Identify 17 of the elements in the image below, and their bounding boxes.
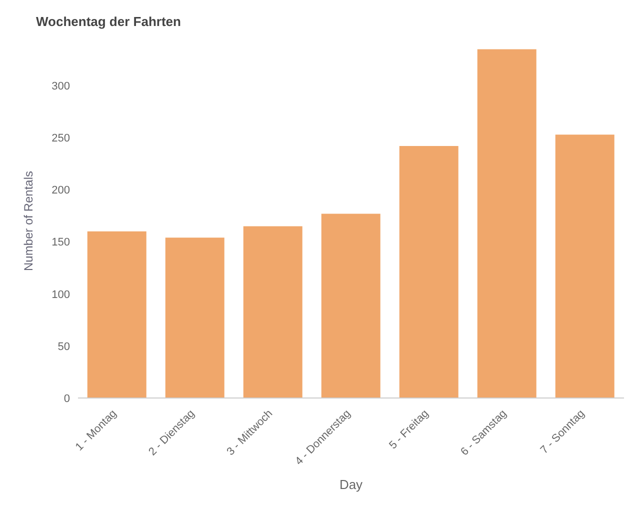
bar — [555, 134, 614, 398]
chart-title: Wochentag der Fahrten — [36, 14, 181, 29]
bar — [477, 49, 536, 398]
bar — [399, 146, 458, 398]
x-axis-title: Day — [339, 477, 364, 492]
y-axis-title: Number of Rentals — [21, 170, 36, 272]
y-tick-label: 50 — [58, 340, 70, 353]
y-tick-label: 100 — [52, 288, 70, 301]
bar — [87, 231, 146, 398]
y-tick-label: 150 — [52, 236, 70, 249]
y-tick-label: 300 — [52, 80, 70, 93]
bar — [321, 214, 380, 398]
y-tick-label: 0 — [64, 392, 70, 405]
bar — [243, 226, 302, 398]
bar — [165, 238, 224, 398]
y-tick-label: 200 — [52, 184, 70, 197]
y-tick-label: 250 — [52, 132, 70, 145]
